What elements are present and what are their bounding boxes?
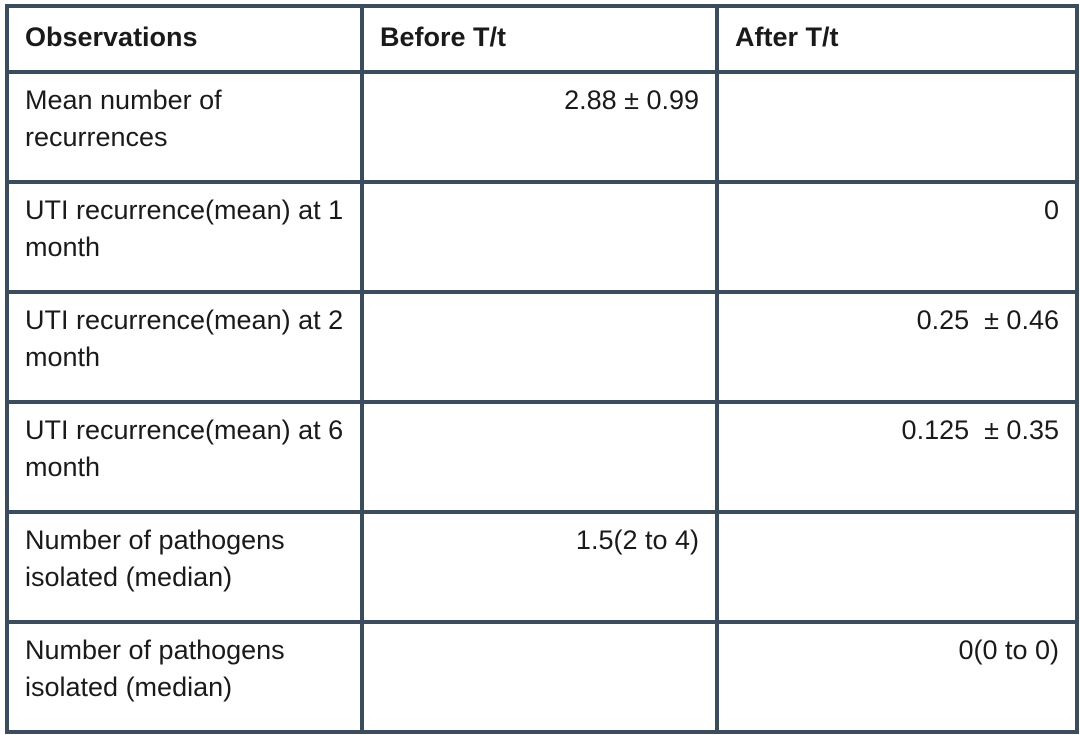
cell-value: 2.88 ± 0.99 <box>360 70 719 184</box>
table-row: UTI recurrence(mean) at 2 month 0.25 ± 0.… <box>5 290 1079 404</box>
empty-cell <box>715 510 1079 624</box>
row-label: UTI recurrence(mean) at 2 month <box>5 290 364 404</box>
cell-value: 0(0 to 0) <box>715 620 1079 734</box>
empty-cell <box>360 400 719 514</box>
cell-value: 1.5(2 to 4) <box>360 510 719 624</box>
row-label: UTI recurrence(mean) at 6 month <box>5 400 364 514</box>
empty-cell <box>715 70 1079 184</box>
column-header: After T/t <box>715 4 1079 74</box>
table-row: Number of pathogens isolated (median) 0(0… <box>5 620 1079 734</box>
header-row: Observations Before T/t After T/t <box>5 4 1079 74</box>
cell-value: 0 <box>715 180 1079 294</box>
row-label: Number of pathogens isolated (median) <box>5 620 364 734</box>
table-row: Number of pathogens isolated (median) 1.5… <box>5 510 1079 624</box>
table-row: Mean number of recurrences 2.88 ± 0.99 <box>5 70 1079 184</box>
table-head: Observations Before T/t After T/t <box>5 4 1079 74</box>
cell-value: 0.125 ± 0.35 <box>715 400 1079 514</box>
row-label: Number of pathogens isolated (median) <box>5 510 364 624</box>
row-label: UTI recurrence(mean) at 1 month <box>5 180 364 294</box>
empty-cell <box>360 620 719 734</box>
cell-value: 0.25 ± 0.46 <box>715 290 1079 404</box>
empty-cell <box>360 180 719 294</box>
table-body: Mean number of recurrences 2.88 ± 0.99 UTI… <box>5 70 1079 734</box>
table-row: UTI recurrence(mean) at 1 month 0 <box>5 180 1079 294</box>
column-header: Before T/t <box>360 4 719 74</box>
column-header: Observations <box>5 4 364 74</box>
table-row: UTI recurrence(mean) at 6 month 0.125 ± 0… <box>5 400 1079 514</box>
empty-cell <box>360 290 719 404</box>
row-label: Mean number of recurrences <box>5 70 364 184</box>
data-table: Observations Before T/t After T/t Mean num… <box>5 4 1079 734</box>
